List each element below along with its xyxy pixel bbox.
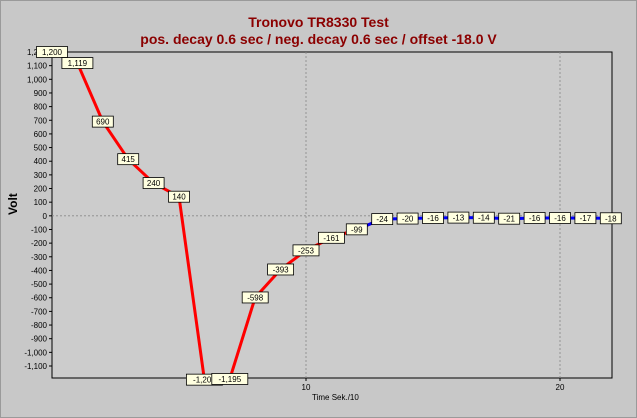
data-label-box (36, 46, 68, 58)
data-label: -16 (523, 212, 546, 224)
y-tick-label: -200 (31, 239, 48, 248)
data-label: -17 (574, 212, 597, 225)
data-label-text: 415 (122, 155, 136, 164)
data-label-box (396, 212, 419, 225)
data-label: -161 (317, 231, 345, 244)
data-label-box (549, 212, 571, 224)
y-tick-label: -1,100 (24, 362, 47, 371)
data-label-text: -99 (351, 225, 363, 234)
y-tick-label: -400 (31, 266, 48, 275)
x-tick-label: 20 (556, 383, 565, 392)
y-tick-label: 300 (34, 171, 48, 180)
data-label-box (447, 211, 470, 224)
data-label: -393 (267, 263, 295, 276)
y-tick-label: -800 (31, 321, 48, 330)
data-label-text: -598 (247, 293, 264, 302)
y-tick-label: 200 (34, 185, 48, 194)
data-label-text: -393 (273, 265, 290, 274)
data-label: 1,119 (61, 57, 94, 69)
data-label-box (574, 212, 597, 225)
data-label: 690 (91, 115, 114, 128)
data-label-text: -1,200 (193, 376, 216, 385)
data-label-box (317, 231, 345, 244)
data-label: -21 (498, 212, 521, 225)
y-tick-label: 600 (34, 130, 48, 139)
data-label: -99 (345, 223, 368, 236)
y-tick-label: 100 (34, 198, 48, 207)
data-label-box (422, 212, 444, 224)
y-tick-label: 0 (43, 212, 48, 221)
y-tick-label: -900 (31, 335, 48, 344)
data-label-text: 1,200 (42, 48, 63, 57)
y-tick-label: 1,100 (27, 62, 48, 71)
y-tick-label: 400 (34, 157, 48, 166)
data-label: 415 (117, 153, 140, 166)
data-label: -598 (241, 291, 269, 304)
data-label: -16 (422, 212, 444, 224)
data-label-box (599, 212, 622, 225)
data-label-box (267, 263, 295, 276)
data-label: -20 (396, 212, 419, 225)
data-label-box (523, 212, 546, 224)
data-label: -14 (472, 211, 495, 224)
data-label: 240 (142, 177, 165, 189)
data-label-text: 690 (96, 118, 110, 127)
y-tick-label: -600 (31, 294, 48, 303)
data-label: -253 (292, 244, 320, 257)
data-label: -16 (549, 212, 571, 224)
data-label-box (168, 190, 190, 203)
y-tick-label: 700 (34, 116, 48, 125)
y-tick-label: 1,000 (27, 75, 48, 84)
y-tick-label: 800 (34, 103, 48, 112)
data-label-text: -24 (376, 215, 388, 224)
data-label-text: -14 (478, 214, 490, 223)
y-tick-label: -700 (31, 307, 48, 316)
x-axis-label: Time Sek./10 (312, 393, 359, 402)
data-label-box (472, 211, 495, 224)
data-label: -13 (447, 211, 470, 224)
data-label-text: -16 (427, 214, 439, 223)
data-label-box (142, 177, 165, 189)
y-tick-label: 500 (34, 144, 48, 153)
y-tick-label: 900 (34, 89, 48, 98)
y-tick-label: -100 (31, 225, 48, 234)
chart-subtitle: pos. decay 0.6 sec / neg. decay 0.6 sec … (140, 31, 497, 47)
data-label-box (292, 244, 320, 257)
data-label-text: -16 (529, 214, 541, 223)
data-label-text: 240 (147, 179, 161, 188)
data-label: 140 (168, 190, 190, 203)
data-label-text: 140 (172, 193, 186, 202)
data-label-box (61, 57, 94, 69)
data-label-box (498, 212, 521, 225)
data-label-box (91, 115, 114, 128)
data-label-box (371, 213, 394, 226)
x-tick-label: 10 (302, 383, 311, 392)
data-label-text: -16 (554, 214, 566, 223)
y-tick-label: -1,000 (24, 348, 47, 357)
data-label-text: -17 (580, 214, 592, 223)
data-label-box (117, 153, 140, 166)
data-label: -1,195 (211, 373, 249, 385)
data-label-text: -13 (453, 214, 465, 223)
data-label-text: -253 (298, 246, 315, 255)
data-label-box (345, 223, 368, 236)
data-label-box (241, 291, 269, 304)
data-label-text: -18 (605, 214, 617, 223)
data-label: 1,200 (36, 46, 68, 58)
y-tick-label: -500 (31, 280, 48, 289)
y-tick-label: -300 (31, 253, 48, 262)
data-label-text: -1,195 (218, 375, 241, 384)
data-label: -24 (371, 213, 394, 226)
data-label-box (211, 373, 249, 385)
data-label-text: 1,119 (68, 59, 88, 68)
chart-title: Tronovo TR8330 Test (248, 14, 389, 30)
data-label-text: -20 (402, 215, 414, 224)
data-label-text: -21 (503, 215, 515, 224)
data-label: -18 (599, 212, 622, 225)
data-label-text: -161 (323, 234, 340, 243)
